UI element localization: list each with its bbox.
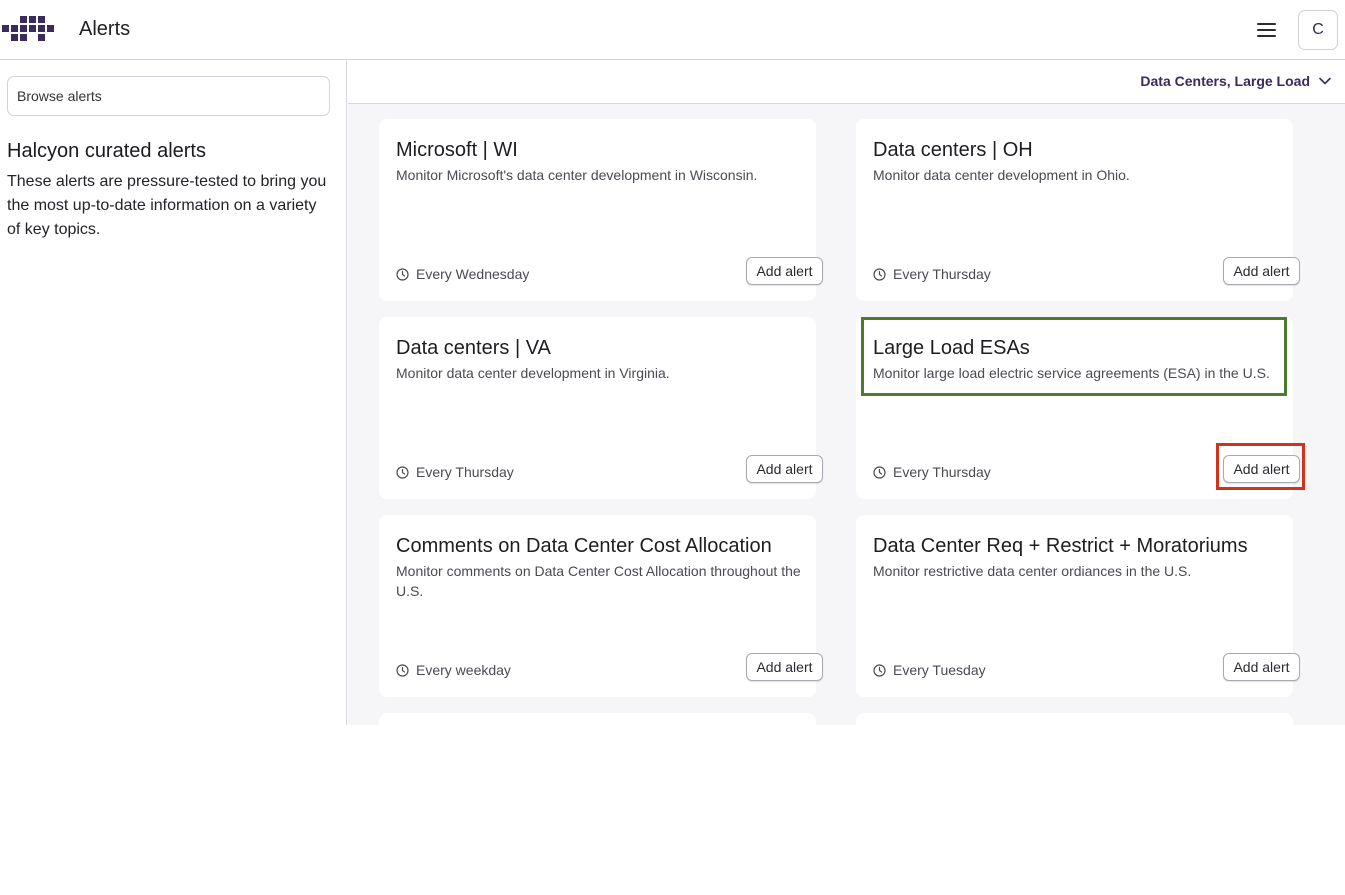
alert-card-title: Comments on Data Center Cost Allocation (396, 535, 772, 557)
filter-bar: Data Centers, Large Load (348, 61, 1345, 104)
alert-card: Data centers | VA Monitor data center de… (379, 317, 823, 499)
schedule-label: Every Thursday (416, 464, 514, 480)
alert-card-description: Monitor Microsoft's data center developm… (396, 167, 758, 183)
alert-card-title: Data centers | OH (873, 139, 1033, 161)
avatar[interactable]: C (1298, 10, 1338, 50)
add-alert-button[interactable]: Add alert (1223, 653, 1300, 681)
alert-card-description: Monitor restrictive data center ordiance… (873, 563, 1192, 579)
clock-icon (873, 663, 886, 677)
alert-card-partial (856, 713, 1293, 895)
alert-card: Large Load ESAs Monitor large load elect… (856, 317, 1305, 499)
alert-card-title: Large Load ESAs (873, 337, 1030, 359)
alert-card-description: Monitor data center development in Virgi… (396, 365, 670, 381)
alert-card: Data Center Req + Restrict + Moratoriums… (856, 515, 1300, 697)
add-alert-button[interactable]: Add alert (1223, 257, 1300, 285)
brand-logo-icon[interactable] (2, 13, 58, 45)
sidebar-description: These alerts are pressure-tested to brin… (7, 173, 327, 238)
clock-icon (873, 465, 886, 479)
clock-icon (396, 465, 409, 479)
clock-icon (873, 267, 886, 281)
main-content: Data Centers, Large Load Microsoft | WI … (348, 61, 1345, 895)
alert-card-schedule: Every Thursday (873, 464, 991, 480)
sidebar: Browse alerts Halcyon curated alerts The… (0, 61, 347, 725)
add-alert-button[interactable]: Add alert (746, 653, 823, 681)
alert-card-title: Microsoft | WI (396, 139, 518, 161)
schedule-label: Every Thursday (893, 266, 991, 282)
hamburger-menu-icon[interactable] (1252, 16, 1280, 44)
category-filter-dropdown[interactable]: Data Centers, Large Load (1140, 73, 1331, 89)
schedule-label: Every Wednesday (416, 266, 530, 282)
add-alert-button[interactable]: Add alert (746, 455, 823, 483)
clock-icon (396, 267, 409, 281)
alert-card: Data centers | OH Monitor data center de… (856, 119, 1300, 301)
add-alert-button[interactable]: Add alert (746, 257, 823, 285)
filter-selected-label: Data Centers, Large Load (1140, 73, 1310, 89)
sidebar-heading: Halcyon curated alerts (7, 140, 206, 162)
alert-card-schedule: Every weekday (396, 662, 511, 678)
add-alert-button[interactable]: Add alert (1223, 455, 1300, 483)
alert-card-schedule: Every Wednesday (396, 266, 529, 282)
alert-card-schedule: Every Thursday (396, 464, 514, 480)
schedule-label: Every Tuesday (893, 662, 986, 678)
alert-card-description: Monitor large load electric service agre… (873, 365, 1270, 381)
page-title: Alerts (79, 18, 131, 40)
schedule-label: Every Thursday (893, 464, 991, 480)
alert-card-schedule: Every Tuesday (873, 662, 986, 678)
top-bar: Alerts C (0, 0, 1345, 60)
alert-card: Comments on Data Center Cost Allocation … (379, 515, 823, 697)
alert-card-title: Data centers | VA (396, 337, 551, 359)
alert-card-schedule: Every Thursday (873, 266, 991, 282)
alert-card-description: Monitor comments on Data Center Cost All… (396, 563, 801, 599)
schedule-label: Every weekday (416, 662, 511, 678)
alert-card-partial (379, 713, 816, 895)
alert-card-description: Monitor data center development in Ohio. (873, 167, 1130, 183)
alert-card-title: Data Center Req + Restrict + Moratoriums (873, 535, 1248, 557)
chevron-down-icon (1319, 77, 1331, 85)
clock-icon (396, 663, 409, 677)
alert-card: Microsoft | WI Monitor Microsoft's data … (379, 119, 823, 301)
browse-alerts-button[interactable]: Browse alerts (7, 76, 330, 116)
